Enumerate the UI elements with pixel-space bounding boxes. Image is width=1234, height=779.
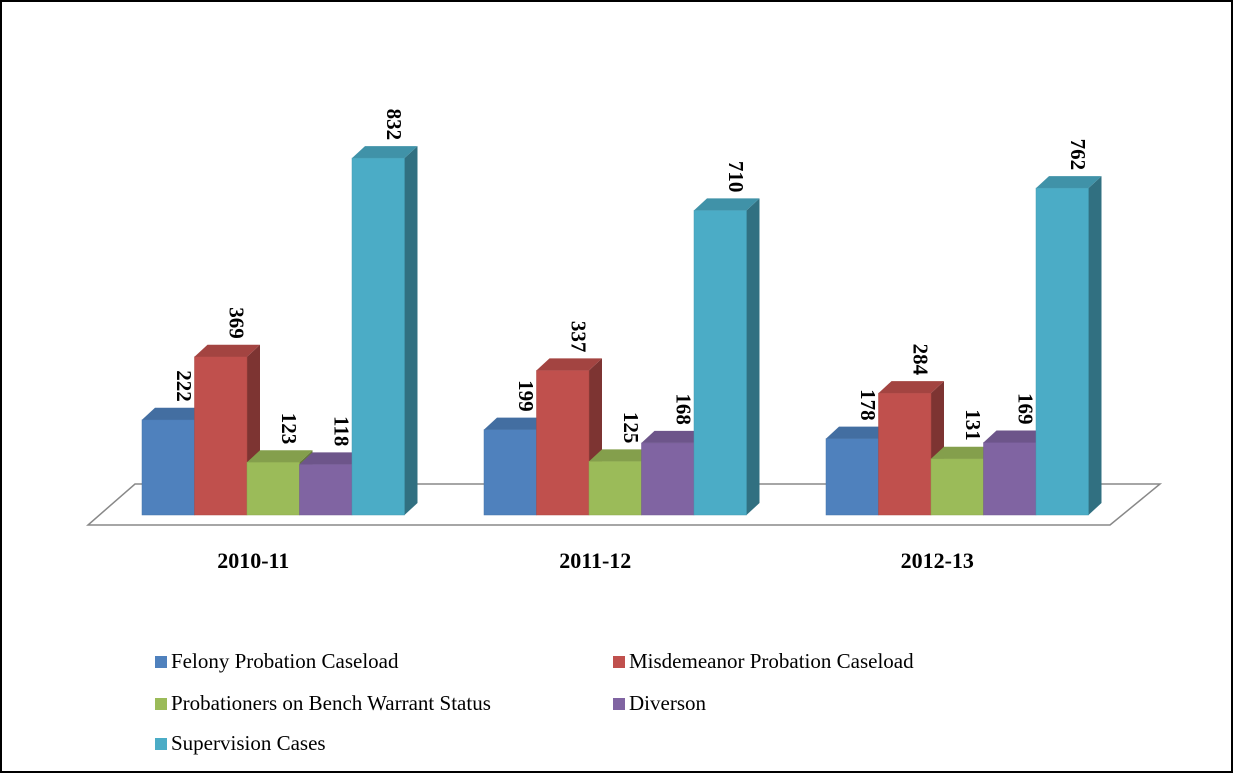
- bar-side: [1088, 176, 1102, 516]
- bar-top: [536, 358, 602, 371]
- bar: [351, 157, 405, 516]
- bar: [1035, 187, 1089, 516]
- data-label: 199: [514, 380, 538, 412]
- bar: [588, 461, 642, 516]
- legend-label: Felony Probation Caseload: [171, 649, 399, 673]
- data-label: 710: [724, 161, 748, 193]
- bar-top: [484, 417, 550, 430]
- bar: [983, 442, 1037, 516]
- bar: [930, 458, 984, 516]
- legend-label: Diverson: [629, 691, 706, 715]
- data-label: 125: [619, 412, 643, 444]
- bar-top: [299, 452, 365, 465]
- bar: [641, 442, 695, 516]
- data-label: 131: [961, 409, 985, 441]
- bar-top: [694, 198, 760, 211]
- data-label: 369: [225, 307, 249, 339]
- data-label: 169: [1014, 393, 1038, 425]
- x-tick-label: 2010-11: [217, 548, 289, 573]
- bar: [194, 356, 248, 516]
- legend-swatch: [613, 698, 625, 710]
- data-label: 284: [909, 344, 933, 376]
- data-label: 762: [1066, 139, 1090, 171]
- legend-swatch: [155, 656, 167, 668]
- bar-top: [1036, 176, 1102, 189]
- bar: [299, 464, 353, 516]
- bar-top: [641, 430, 707, 443]
- bar: [825, 438, 879, 516]
- x-tick-label: 2012-13: [901, 548, 974, 573]
- data-label: 123: [277, 413, 301, 445]
- legend-label: Misdemeanor Probation Caseload: [629, 649, 914, 673]
- bar-top: [878, 381, 944, 394]
- bar-top: [194, 344, 260, 357]
- bar-top: [931, 446, 997, 459]
- bar-top: [983, 430, 1049, 443]
- legend-label: Probationers on Bench Warrant Status: [171, 691, 491, 715]
- legend-swatch: [155, 738, 167, 750]
- bar-side: [746, 198, 760, 515]
- data-label: 337: [567, 321, 591, 353]
- bar-top: [142, 407, 208, 420]
- bar-top: [247, 450, 313, 463]
- bar: [536, 370, 590, 516]
- bar: [483, 429, 537, 516]
- data-label: 832: [382, 109, 406, 141]
- bar: [246, 461, 300, 516]
- legend-swatch: [613, 656, 625, 668]
- legend-label: Supervision Cases: [171, 731, 326, 755]
- bar-top: [352, 146, 418, 159]
- data-label: 222: [172, 370, 196, 402]
- x-tick-label: 2011-12: [559, 548, 631, 573]
- bar: [878, 392, 932, 516]
- bar-side: [404, 146, 418, 515]
- bar-top: [589, 449, 655, 462]
- legend-swatch: [155, 698, 167, 710]
- data-label: 118: [330, 416, 354, 446]
- bar: [693, 210, 747, 516]
- data-label: 168: [672, 393, 696, 425]
- bar: [141, 419, 195, 516]
- bar-top: [826, 426, 892, 439]
- data-label: 178: [856, 389, 880, 421]
